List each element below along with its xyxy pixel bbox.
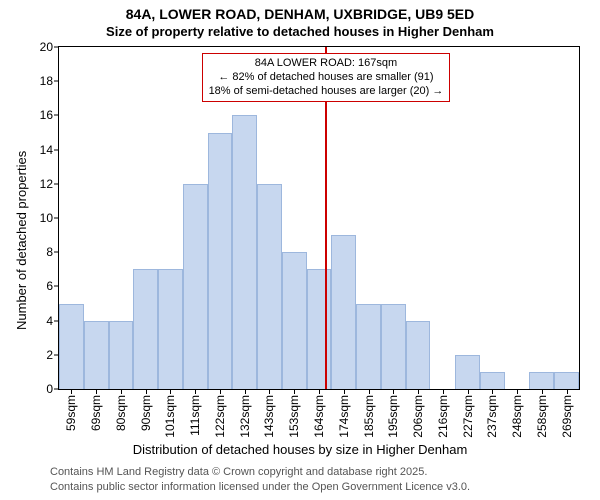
histogram-bar <box>331 235 356 389</box>
x-tick-mark <box>195 389 196 394</box>
histogram-bar <box>183 184 208 389</box>
y-tick-mark <box>54 81 59 82</box>
histogram-bar <box>109 321 134 389</box>
histogram-bar <box>356 304 381 390</box>
x-tick-mark <box>393 389 394 394</box>
x-tick-label: 258sqm <box>535 395 549 438</box>
histogram-bar <box>208 133 233 390</box>
x-tick-mark <box>468 389 469 394</box>
chart-container: 84A, LOWER ROAD, DENHAM, UXBRIDGE, UB9 5… <box>0 0 600 500</box>
x-tick-label: 80sqm <box>114 395 128 431</box>
histogram-bar <box>554 372 579 389</box>
x-tick-label: 237sqm <box>485 395 499 438</box>
histogram-bar <box>529 372 554 389</box>
histogram-bar <box>257 184 282 389</box>
x-tick-mark <box>294 389 295 394</box>
y-tick-mark <box>54 149 59 150</box>
x-tick-mark <box>220 389 221 394</box>
x-tick-mark <box>369 389 370 394</box>
x-tick-label: 164sqm <box>312 395 326 438</box>
x-tick-mark <box>418 389 419 394</box>
y-tick-mark <box>54 183 59 184</box>
y-tick-mark <box>54 252 59 253</box>
x-tick-mark <box>443 389 444 394</box>
x-tick-mark <box>96 389 97 394</box>
x-axis-label: Distribution of detached houses by size … <box>0 442 600 457</box>
histogram-bar <box>480 372 505 389</box>
y-tick-mark <box>54 286 59 287</box>
x-tick-label: 174sqm <box>337 395 351 438</box>
x-tick-label: 143sqm <box>262 395 276 438</box>
annotation-line: ← 82% of detached houses are smaller (91… <box>209 71 444 85</box>
histogram-bar <box>455 355 480 389</box>
x-tick-label: 248sqm <box>510 395 524 438</box>
histogram-bar <box>59 304 84 390</box>
x-tick-label: 69sqm <box>89 395 103 431</box>
x-tick-mark <box>542 389 543 394</box>
annotation-line: 18% of semi-detached houses are larger (… <box>209 85 444 99</box>
x-tick-label: 153sqm <box>287 395 301 438</box>
histogram-bar <box>232 115 257 389</box>
x-tick-label: 132sqm <box>238 395 252 438</box>
x-tick-mark <box>245 389 246 394</box>
histogram-bar <box>84 321 109 389</box>
x-tick-mark <box>344 389 345 394</box>
y-tick-mark <box>54 47 59 48</box>
x-tick-label: 101sqm <box>163 395 177 438</box>
histogram-bar <box>406 321 431 389</box>
annotation-line: 84A LOWER ROAD: 167sqm <box>209 57 444 71</box>
footer-licence: Contains HM Land Registry data © Crown c… <box>50 465 470 494</box>
x-tick-mark <box>567 389 568 394</box>
x-tick-mark <box>146 389 147 394</box>
x-tick-label: 122sqm <box>213 395 227 438</box>
x-tick-label: 227sqm <box>461 395 475 438</box>
y-axis-label: Number of detached properties <box>14 151 29 330</box>
histogram-bar <box>133 269 158 389</box>
histogram-bar <box>381 304 406 390</box>
x-tick-mark <box>492 389 493 394</box>
x-tick-label: 269sqm <box>560 395 574 438</box>
x-tick-mark <box>71 389 72 394</box>
y-tick-mark <box>54 218 59 219</box>
chart-title-line1: 84A, LOWER ROAD, DENHAM, UXBRIDGE, UB9 5… <box>0 6 600 22</box>
x-tick-label: 195sqm <box>386 395 400 438</box>
x-tick-label: 59sqm <box>64 395 78 431</box>
histogram-bar <box>282 252 307 389</box>
histogram-bar <box>307 269 332 389</box>
y-tick-mark <box>54 115 59 116</box>
x-tick-label: 185sqm <box>362 395 376 438</box>
chart-title-line2: Size of property relative to detached ho… <box>0 24 600 39</box>
x-tick-label: 90sqm <box>139 395 153 431</box>
plot-area: 0246810121416182059sqm69sqm80sqm90sqm101… <box>58 46 580 390</box>
x-tick-label: 216sqm <box>436 395 450 438</box>
x-tick-mark <box>170 389 171 394</box>
footer-line2: Contains public sector information licen… <box>50 480 470 494</box>
x-tick-label: 206sqm <box>411 395 425 438</box>
x-tick-mark <box>517 389 518 394</box>
annotation-box: 84A LOWER ROAD: 167sqm← 82% of detached … <box>202 53 451 102</box>
x-tick-mark <box>319 389 320 394</box>
histogram-bar <box>158 269 183 389</box>
x-tick-mark <box>121 389 122 394</box>
x-tick-mark <box>269 389 270 394</box>
x-tick-label: 111sqm <box>188 395 202 436</box>
footer-line1: Contains HM Land Registry data © Crown c… <box>50 465 470 479</box>
